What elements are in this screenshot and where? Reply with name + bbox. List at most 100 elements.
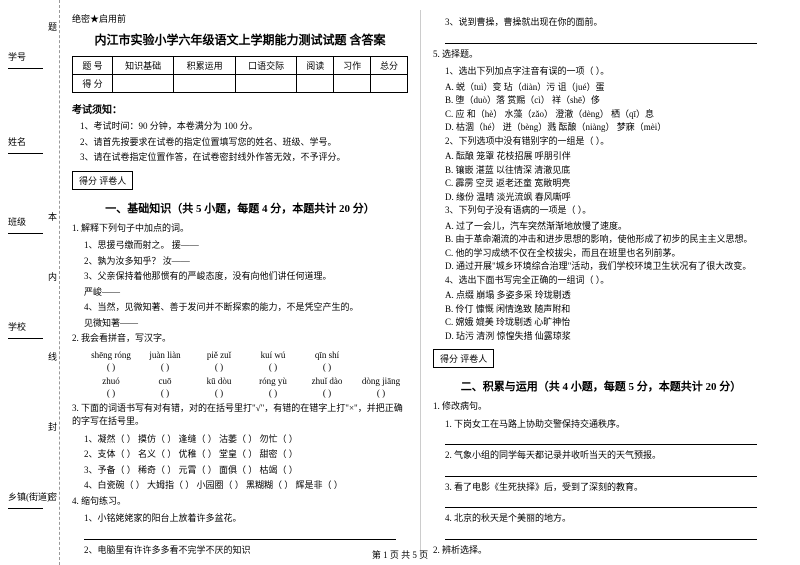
side-text: 封 <box>48 420 57 433</box>
th: 阅读 <box>297 57 334 75</box>
q3-sub: 2、支体（ ） 名义（ ） 优稚（ ） 堂皇（ ） 甜密（ ） <box>84 448 408 462</box>
section2-header: 二、积累与运用（共 4 小题，每题 5 分，本题共计 20 分） <box>433 378 769 394</box>
opt: A. 过了一会儿，汽车突然渐渐地放慢了速度。 <box>445 220 769 234</box>
q3: 3. 下面的词语书写有对有错，对的在括号里打"√"，有错的在错字上打"×"，并把… <box>72 402 408 429</box>
th: 口语交际 <box>235 57 296 75</box>
th: 知识基础 <box>112 57 173 75</box>
opt: A. 酝酿 笼罩 花枝招展 呼朋引伴 <box>445 150 769 164</box>
field-line <box>8 508 43 509</box>
paren: ( ) <box>84 362 138 372</box>
answer-line <box>445 498 757 508</box>
pinyin: kuí wú <box>246 350 300 360</box>
opt: C. 霹雳 空灵 返老还童 宽敞明亮 <box>445 177 769 191</box>
side-text: 本 <box>48 210 57 223</box>
pinyin: kū dòu <box>192 376 246 386</box>
exam-title: 内江市实验小学六年级语文上学期能力测试试题 含答案 <box>72 31 408 48</box>
pinyin: shēng róng <box>84 350 138 360</box>
notice-item: 2、请首先按要求在试卷的指定位置填写您的姓名、班级、学号。 <box>80 136 408 149</box>
q5-s1: 1、选出下列加点字注音有误的一项（ ）。 <box>445 65 769 79</box>
paren: ( ) <box>246 362 300 372</box>
side-text: 密 <box>48 490 57 503</box>
opt: B. 由于革命潮流的冲击和进步思想的影响，使他形成了初步的民主主义思想。 <box>445 233 769 247</box>
score-box: 得分 评卷人 <box>72 171 133 190</box>
pinyin: róng yù <box>246 376 300 386</box>
label-student-id: 学号 <box>8 50 26 63</box>
answer-line <box>445 435 757 445</box>
label-township: 乡镇(街道) <box>8 490 50 503</box>
opt: D. 枯涸（hé） 迸（bèng）溅 酝酿（niàng） 梦寐（mèi） <box>445 121 769 135</box>
binding-margin: 学号 姓名 班级 学校 乡镇(街道) 题 本 内 线 封 密 <box>0 0 60 565</box>
side-text: 内 <box>48 270 57 283</box>
td <box>112 75 173 93</box>
td <box>235 75 296 93</box>
field-line <box>8 68 43 69</box>
paren: ( ) <box>138 388 192 398</box>
opt: B. 堕（duò）落 赏赐（cì） 祥（shē）侈 <box>445 94 769 108</box>
td: 得 分 <box>73 75 113 93</box>
q1-sub: 3、父亲保持着他那惯有的严峻态度，没有向他们讲任何道理。 <box>84 270 408 284</box>
pinyin: qīn shí <box>300 350 354 360</box>
td <box>334 75 371 93</box>
s2-q1: 1. 修改病句。 <box>433 400 769 414</box>
pinyin: dòng jiāng <box>354 376 408 386</box>
left-column: 绝密★启用前 内江市实验小学六年级语文上学期能力测试试题 含答案 题 号 知识基… <box>60 0 420 565</box>
field-line <box>8 153 43 154</box>
q5-s4: 4、选出下面书写完全正确的一组词（ ）。 <box>445 274 769 288</box>
q1-sub: 2、孰为汝多知乎？ 汝—— <box>84 255 408 269</box>
th: 习作 <box>334 57 371 75</box>
answer-line <box>84 530 396 540</box>
score-box2: 得分 评卷人 <box>433 349 494 368</box>
field-line <box>8 338 43 339</box>
opt: D. 通过开展"城乡环境综合治理"活动，我们学校环境卫生状况有了很大改变。 <box>445 260 769 274</box>
paren <box>354 362 408 372</box>
q3-sub: 4、白瓷碗（ ） 大姆指（ ） 小园圈（ ） 黑糊糊（ ） 辉是非（ ） <box>84 479 408 493</box>
pinyin-row: zhuó cuō kū dòu róng yù zhuǐ dào dòng ji… <box>84 376 408 386</box>
s2-q1-sub: 2. 气象小组的同学每天都记录并收听当天的天气预报。 <box>445 449 769 463</box>
q1-sub: 4、当然，见微知著、善于发问并不断探索的能力，不是凭空产生的。 <box>84 301 408 315</box>
secret-mark: 绝密★启用前 <box>72 12 408 25</box>
th: 积累运用 <box>174 57 235 75</box>
td <box>297 75 334 93</box>
s2-q1-sub: 1. 下岗女工在马路上协助交警保持交通秩序。 <box>445 418 769 432</box>
q5-s3: 3、下列句子没有语病的一项是（ ）。 <box>445 204 769 218</box>
pinyin: juàn liàn <box>138 350 192 360</box>
td <box>174 75 235 93</box>
label-school: 学校 <box>8 320 26 333</box>
pinyin: zhuǐ dào <box>300 376 354 386</box>
th: 题 号 <box>73 57 113 75</box>
paren: ( ) <box>300 362 354 372</box>
paren-row: ( ) ( ) ( ) ( ) ( ) <box>84 362 408 372</box>
paren: ( ) <box>354 388 408 398</box>
opt: D. 缘份 温晴 淡光流飒 春风嘶呼 <box>445 191 769 205</box>
answer-line <box>445 530 757 540</box>
q4-sub: 1、小铭姥姥家的阳台上放着许多盆花。 <box>84 512 408 526</box>
opt: A. 点缀 崩塌 多姿多采 玲珑剔透 <box>445 289 769 303</box>
side-text: 题 <box>48 20 57 33</box>
notice-item: 1、考试时间：90 分钟，本卷满分为 100 分。 <box>80 120 408 133</box>
side-text: 线 <box>48 350 57 363</box>
q4-sub3: 3、说到曹操，曹操就出现在你的面前。 <box>445 16 769 30</box>
page-footer: 第 1 页 共 5 页 <box>0 548 800 561</box>
opt: D. 玷污 清洌 惊惶失措 仙露琼浆 <box>445 330 769 344</box>
section1-header: 一、基础知识（共 5 小题，每题 4 分，本题共计 20 分） <box>72 200 408 216</box>
q3-sub: 3、予备（ ） 稀奇（ ） 元霄（ ） 面俱（ ） 枯竭（ ） <box>84 464 408 478</box>
th: 总分 <box>371 57 408 75</box>
pinyin: piě zuǐ <box>192 350 246 360</box>
td <box>371 75 408 93</box>
q1-sub: 严峻—— <box>84 286 408 300</box>
s2-q1-sub: 3. 看了电影《生死抉择》后，受到了深刻的教育。 <box>445 481 769 495</box>
pinyin <box>354 350 408 360</box>
q2: 2. 我会看拼音，写汉字。 <box>72 332 408 346</box>
opt: C. 应 和（hè） 水藻（zǎo） 澄澈（dèng） 栖（qī）息 <box>445 108 769 122</box>
pinyin: cuō <box>138 376 192 386</box>
label-class: 班级 <box>8 215 26 228</box>
paren: ( ) <box>246 388 300 398</box>
q5: 5. 选择题。 <box>433 48 769 62</box>
opt: B. 镶嵌 湛蓝 以往情深 清澈见底 <box>445 164 769 178</box>
opt: C. 嫦娥 媲美 玲珑剔透 心旷神怡 <box>445 316 769 330</box>
paren: ( ) <box>300 388 354 398</box>
notice-header: 考试须知： <box>72 101 408 116</box>
pinyin-row: shēng róng juàn liàn piě zuǐ kuí wú qīn … <box>84 350 408 360</box>
q5-s2: 2、下列选项中没有错别字的一组是（ ）。 <box>445 135 769 149</box>
s2-q1-sub: 4. 北京的秋天是个美丽的地方。 <box>445 512 769 526</box>
